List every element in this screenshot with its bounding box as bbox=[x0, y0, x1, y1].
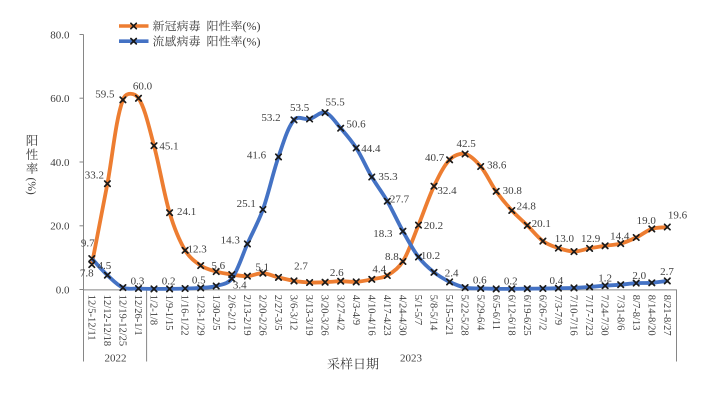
svg-text:8/21-8/27: 8/21-8/27 bbox=[661, 295, 672, 336]
svg-text:38.6: 38.6 bbox=[487, 160, 507, 172]
svg-text:13.0: 13.0 bbox=[555, 233, 575, 245]
svg-text:6/12-6/18: 6/12-6/18 bbox=[505, 295, 516, 336]
svg-text:3/20-3/26: 3/20-3/26 bbox=[319, 295, 330, 336]
svg-text:3.4: 3.4 bbox=[233, 280, 247, 292]
svg-text:4/24-4/30: 4/24-4/30 bbox=[397, 295, 408, 336]
svg-text:7.8: 7.8 bbox=[80, 267, 94, 279]
svg-text:1.2: 1.2 bbox=[598, 273, 612, 285]
svg-text:4/17-4/23: 4/17-4/23 bbox=[381, 295, 392, 336]
svg-text:1/23-1/29: 1/23-1/29 bbox=[194, 295, 205, 336]
svg-text:6/19-6/25: 6/19-6/25 bbox=[521, 295, 532, 336]
svg-text:5/8-5/14: 5/8-5/14 bbox=[428, 295, 439, 331]
svg-text:2023: 2023 bbox=[400, 353, 423, 365]
svg-text:53.5: 53.5 bbox=[290, 102, 310, 114]
svg-text:25.1: 25.1 bbox=[237, 198, 256, 210]
svg-text:2/20-2/26: 2/20-2/26 bbox=[257, 295, 268, 336]
svg-text:27.7: 27.7 bbox=[390, 194, 410, 206]
svg-text:33.2: 33.2 bbox=[85, 170, 104, 182]
svg-text:12/5-12/11: 12/5-12/11 bbox=[85, 295, 96, 341]
svg-text:35.3: 35.3 bbox=[378, 171, 398, 183]
svg-text:14.3: 14.3 bbox=[221, 234, 241, 246]
svg-text:2/6-2/12: 2/6-2/12 bbox=[225, 295, 236, 331]
svg-text:12.3: 12.3 bbox=[187, 244, 207, 256]
svg-text:12.9: 12.9 bbox=[581, 233, 601, 245]
svg-text:60.0: 60.0 bbox=[50, 93, 70, 105]
svg-text:7/3-7/9: 7/3-7/9 bbox=[552, 295, 563, 325]
svg-text:12/26-1/1: 12/26-1/1 bbox=[132, 295, 143, 336]
svg-text:0.4: 0.4 bbox=[550, 275, 564, 287]
svg-text:(%): (%) bbox=[25, 178, 37, 195]
svg-text:0.6: 0.6 bbox=[473, 275, 487, 287]
svg-text:2.7: 2.7 bbox=[294, 261, 308, 273]
svg-text:20.0: 20.0 bbox=[50, 221, 70, 233]
svg-text:0.5: 0.5 bbox=[192, 275, 206, 287]
svg-text:45.1: 45.1 bbox=[159, 141, 178, 153]
svg-text:14.4: 14.4 bbox=[610, 230, 630, 242]
svg-text:12/19-12/25: 12/19-12/25 bbox=[117, 295, 128, 346]
svg-text:24.8: 24.8 bbox=[517, 201, 537, 213]
svg-text:5/1-5/7: 5/1-5/7 bbox=[412, 295, 423, 325]
svg-text:24.1: 24.1 bbox=[177, 206, 196, 218]
svg-text:3/6-3/12: 3/6-3/12 bbox=[288, 295, 299, 331]
svg-text:(%): (%) bbox=[243, 19, 261, 33]
svg-text:0.2: 0.2 bbox=[162, 276, 176, 288]
svg-text:5/22-5/28: 5/22-5/28 bbox=[459, 295, 470, 336]
svg-text:0.2: 0.2 bbox=[504, 276, 518, 288]
svg-text:60.0: 60.0 bbox=[133, 80, 153, 92]
svg-text:0.3: 0.3 bbox=[131, 275, 145, 287]
svg-text:3/13-3/19: 3/13-3/19 bbox=[303, 295, 314, 336]
svg-text:4/10-4/16: 4/10-4/16 bbox=[365, 295, 376, 336]
svg-text:6/26-7/2: 6/26-7/2 bbox=[537, 295, 548, 331]
svg-text:41.6: 41.6 bbox=[247, 150, 267, 162]
svg-text:20.2: 20.2 bbox=[424, 220, 443, 232]
svg-text:55.5: 55.5 bbox=[325, 96, 345, 108]
svg-text:5/15-5/21: 5/15-5/21 bbox=[443, 295, 454, 336]
svg-text:9.7: 9.7 bbox=[81, 237, 95, 249]
svg-text:44.4: 44.4 bbox=[361, 143, 381, 155]
svg-text:40.0: 40.0 bbox=[50, 157, 70, 169]
svg-text:7/24-7/30: 7/24-7/30 bbox=[599, 295, 610, 336]
svg-text:2.7: 2.7 bbox=[660, 266, 674, 278]
svg-text:7/10-7/16: 7/10-7/16 bbox=[568, 295, 579, 336]
svg-text:4.4: 4.4 bbox=[372, 263, 386, 275]
svg-text:10.2: 10.2 bbox=[421, 250, 440, 262]
svg-text:2.6: 2.6 bbox=[330, 267, 344, 279]
svg-text:1/9-1/15: 1/9-1/15 bbox=[163, 295, 174, 331]
svg-text:0.0: 0.0 bbox=[56, 284, 70, 296]
svg-text:12/12-12/18: 12/12-12/18 bbox=[101, 295, 112, 346]
svg-text:3/27-4/2: 3/27-4/2 bbox=[334, 295, 345, 331]
svg-text:42.5: 42.5 bbox=[456, 138, 476, 150]
svg-text:8/7-8/13: 8/7-8/13 bbox=[630, 295, 641, 331]
svg-text:20.1: 20.1 bbox=[532, 218, 551, 230]
svg-text:5/29-6/4: 5/29-6/4 bbox=[474, 295, 485, 331]
svg-text:40.7: 40.7 bbox=[425, 152, 445, 164]
svg-text:8/14-8/20: 8/14-8/20 bbox=[645, 295, 656, 336]
svg-text:2022: 2022 bbox=[105, 353, 127, 365]
svg-text:5.1: 5.1 bbox=[255, 261, 269, 273]
svg-text:7/17-7/23: 7/17-7/23 bbox=[583, 295, 594, 336]
svg-text:6/5-6/11: 6/5-6/11 bbox=[490, 295, 501, 330]
svg-text:53.2: 53.2 bbox=[261, 112, 280, 124]
svg-text:7/31-8/6: 7/31-8/6 bbox=[614, 295, 625, 331]
svg-text:4/3-4/9: 4/3-4/9 bbox=[350, 295, 361, 325]
svg-text:30.8: 30.8 bbox=[503, 185, 523, 197]
svg-text:8.8: 8.8 bbox=[385, 251, 399, 263]
svg-text:19.6: 19.6 bbox=[668, 210, 688, 222]
svg-text:2/27-3/5: 2/27-3/5 bbox=[272, 295, 283, 331]
svg-text:59.5: 59.5 bbox=[95, 89, 115, 101]
svg-text:50.6: 50.6 bbox=[346, 119, 366, 131]
svg-text:2/13-2/19: 2/13-2/19 bbox=[241, 295, 252, 336]
svg-text:32.4: 32.4 bbox=[437, 185, 457, 197]
svg-text:1/16-1/22: 1/16-1/22 bbox=[179, 295, 190, 336]
svg-text:18.3: 18.3 bbox=[373, 228, 393, 240]
svg-text:80.0: 80.0 bbox=[50, 29, 70, 41]
svg-text:2.4: 2.4 bbox=[445, 268, 459, 280]
svg-text:2.0: 2.0 bbox=[632, 270, 646, 282]
svg-text:(%): (%) bbox=[243, 34, 261, 48]
svg-text:1/2-1/8: 1/2-1/8 bbox=[148, 295, 159, 325]
svg-text:4.5: 4.5 bbox=[98, 260, 112, 272]
svg-text:19.0: 19.0 bbox=[637, 215, 657, 227]
svg-text:5.6: 5.6 bbox=[211, 260, 225, 272]
svg-text:1/30-2/5: 1/30-2/5 bbox=[210, 295, 221, 331]
